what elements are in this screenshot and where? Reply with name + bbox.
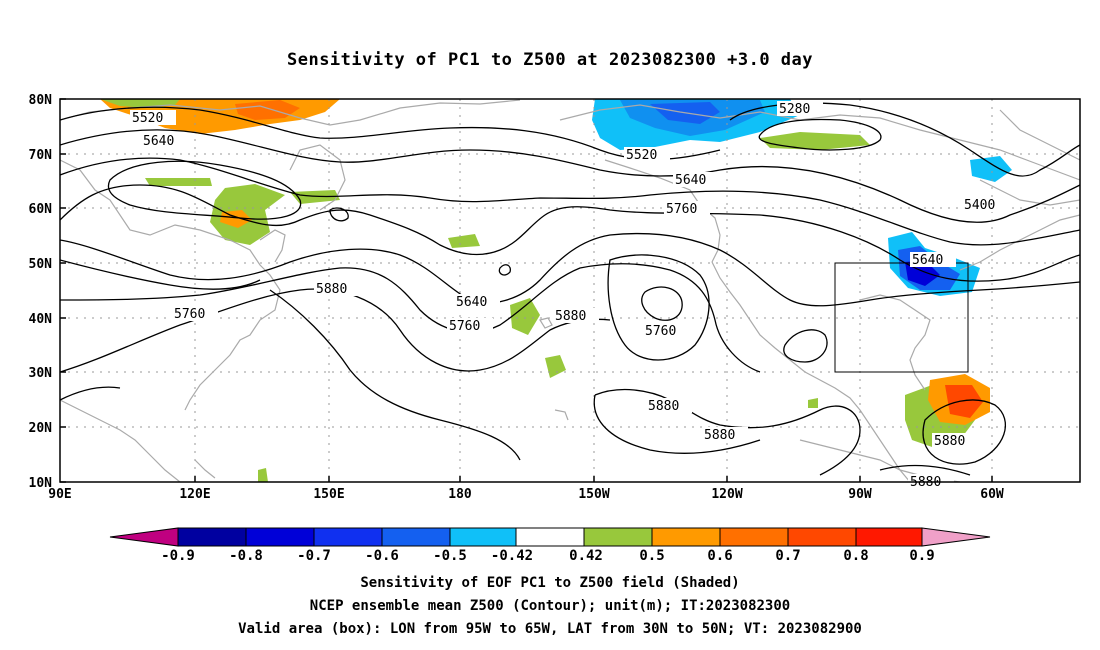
- green-shade-3: [290, 190, 340, 204]
- contour-label-5760-north: 5760: [666, 202, 697, 217]
- lat-label: 80N: [29, 93, 53, 108]
- blue-shade-small: [970, 156, 1012, 182]
- lat-label: 40N: [29, 312, 53, 327]
- colorbar-label: 0.9: [909, 548, 934, 564]
- lon-label: 60W: [980, 487, 1004, 502]
- colorbar-label: 0.8: [843, 548, 868, 564]
- footer-line-1: Sensitivity of EOF PC1 to Z500 field (Sh…: [360, 575, 740, 591]
- lon-label: 180: [448, 487, 472, 502]
- lon-label: 120E: [179, 487, 210, 502]
- green-shade-2: [210, 184, 285, 245]
- contour-label-5760-west: 5760: [174, 307, 205, 322]
- colorbar-segment: [177, 527, 247, 547]
- green-shade-7: [258, 468, 268, 482]
- colorbar-label: -0.42: [491, 548, 533, 564]
- colorbar-segment: [787, 527, 857, 547]
- colorbar-label: -0.7: [297, 548, 331, 564]
- contour-label-5880-west: 5880: [316, 282, 347, 297]
- contour-label-5640-east: 5640: [912, 253, 943, 268]
- contour-label-5760-trough: 5760: [449, 319, 480, 334]
- contour-label-5640-north: 5640: [675, 173, 706, 188]
- contour-label-5280: 5280: [779, 102, 810, 117]
- map-title: Sensitivity of PC1 to Z500 at 2023082300…: [286, 50, 813, 70]
- colorbar-label: 0.7: [775, 548, 800, 564]
- contour-label-5520-east: 5520: [626, 148, 657, 163]
- red-shade-arctic: [235, 100, 300, 120]
- lon-label: 150W: [578, 487, 609, 502]
- contour-label-5640-west: 5640: [143, 134, 174, 149]
- green-shade-5: [510, 298, 540, 335]
- lon-label: 120W: [711, 487, 742, 502]
- lat-label: 70N: [29, 148, 53, 163]
- colorbar-segment: [651, 527, 721, 547]
- lat-label: 20N: [29, 421, 53, 436]
- green-shade-4: [448, 234, 480, 248]
- contour-labels: 5520 5640 5280 5520 5640 5760 5400 5640 …: [130, 101, 1008, 490]
- footer-line-3: Valid area (box): LON from 95W to 65W, L…: [238, 621, 862, 637]
- lat-label: 60N: [29, 202, 53, 217]
- contour-label-5760-low: 5760: [645, 324, 676, 339]
- contour-label-5520-west: 5520: [132, 111, 163, 126]
- lon-label: 90E: [48, 487, 71, 502]
- colorbar-right-arrow: [921, 527, 991, 547]
- colorbar-left-arrow: [109, 527, 179, 547]
- green-shade-1: [145, 178, 212, 186]
- lon-label: 150E: [313, 487, 344, 502]
- colorbar-label: 0.42: [569, 548, 603, 564]
- colorbar-segment: [381, 527, 451, 547]
- colorbar-segment: [583, 527, 653, 547]
- contour-label-5400: 5400: [964, 198, 995, 213]
- green-shade-tiny: [808, 398, 818, 408]
- red-shade-gulf: [945, 385, 983, 418]
- colorbar-label: -0.5: [433, 548, 467, 564]
- contour-label-5880-se: 5880: [704, 428, 735, 443]
- valid-area-box: [834, 262, 969, 373]
- colorbar: [109, 527, 991, 547]
- contour-label-5880-central: 5880: [555, 309, 586, 324]
- colorbar-label: -0.9: [161, 548, 195, 564]
- colorbar-segment: [245, 527, 315, 547]
- green-shade-8: [760, 132, 870, 150]
- contour-label-5880-south: 5880: [648, 399, 679, 414]
- colorbar-label: -0.6: [365, 548, 399, 564]
- colorbar-label: 0.5: [639, 548, 664, 564]
- colorbar-segment: [719, 527, 789, 547]
- axis-ticks: [60, 98, 993, 483]
- lat-label: 50N: [29, 257, 53, 272]
- latitude-labels: 80N 70N 60N 50N 40N 30N 20N 10N: [29, 93, 53, 491]
- lat-label: 30N: [29, 366, 53, 381]
- lon-label: 90W: [848, 487, 872, 502]
- contour-label-5640-trough: 5640: [456, 295, 487, 310]
- colorbar-label: -0.8: [229, 548, 263, 564]
- plot-frame: [59, 98, 1081, 483]
- green-shade-6: [545, 355, 566, 378]
- footer-line-2: NCEP ensemble mean Z500 (Contour); unit(…: [309, 598, 791, 614]
- contour-label-5880-gulf: 5880: [934, 434, 965, 449]
- lat-label: 10N: [29, 476, 53, 491]
- colorbar-segment: [313, 527, 383, 547]
- colorbar-labels: -0.9 -0.8 -0.7 -0.6 -0.5 -0.42 0.42 0.5 …: [161, 548, 935, 564]
- colorbar-segment: [515, 527, 585, 547]
- colorbar-label: 0.6: [707, 548, 732, 564]
- colorbar-segment: [855, 527, 923, 547]
- colorbar-segment: [449, 527, 517, 547]
- longitude-labels: 90E 120E 150E 180 150W 120W 90W 60W: [48, 487, 1004, 502]
